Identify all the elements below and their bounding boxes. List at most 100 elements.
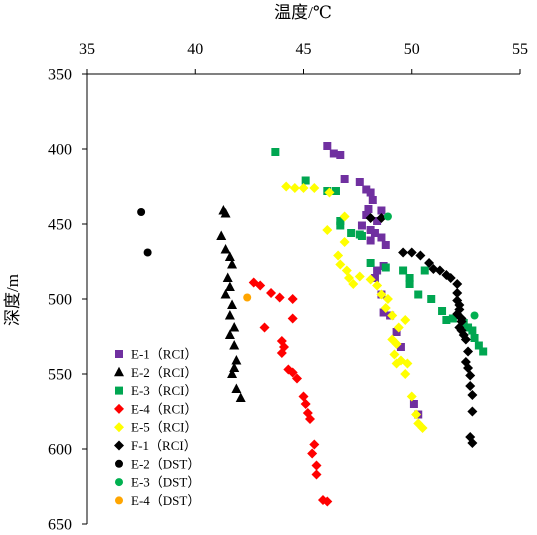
data-point [452, 288, 463, 298]
data-point [224, 281, 235, 291]
data-point [307, 448, 318, 459]
data-point [255, 280, 266, 291]
data-point [467, 390, 478, 400]
data-point [445, 273, 456, 283]
data-point [465, 370, 476, 381]
legend-label: E-3（RCI） [131, 383, 197, 398]
data-point [224, 310, 235, 320]
data-point [309, 439, 320, 450]
series-1 [216, 205, 246, 402]
data-point [467, 438, 478, 448]
x-tick-label: 55 [512, 41, 528, 58]
series-6 [137, 208, 152, 257]
data-point [292, 373, 303, 384]
data-point [229, 340, 240, 350]
legend-label: F-1（RCI） [131, 438, 197, 453]
y-tick-label: 350 [48, 67, 72, 84]
data-point [382, 294, 393, 304]
data-point [399, 266, 408, 275]
data-point [271, 148, 280, 156]
data-point [364, 205, 373, 213]
data-point [231, 355, 242, 365]
data-point [362, 185, 371, 194]
data-point [373, 266, 382, 275]
y-axis-title: 深度/m [3, 274, 22, 326]
data-point [406, 391, 417, 402]
data-point [468, 326, 477, 335]
data-point [379, 308, 388, 317]
data-point [333, 250, 344, 261]
data-point [376, 289, 387, 300]
legend-label: E-4（DST） [131, 493, 200, 508]
data-point [370, 229, 379, 237]
data-markers [137, 142, 488, 507]
data-point [220, 289, 231, 299]
data-point [368, 196, 377, 204]
data-point [460, 334, 471, 345]
data-point [442, 316, 451, 324]
data-point [266, 288, 277, 298]
data-point [366, 236, 375, 245]
data-point [323, 142, 332, 150]
legend-label: E-3（DST） [131, 475, 200, 490]
data-point [336, 221, 345, 230]
legend-marker [114, 403, 124, 414]
data-point [479, 347, 488, 356]
series-8 [243, 293, 252, 302]
y-tick-label: 600 [48, 442, 72, 459]
data-point [380, 303, 391, 313]
data-point [322, 225, 333, 235]
legend-label: E-2（DST） [131, 456, 200, 471]
data-point [287, 313, 298, 324]
legend-label: E-4（RCI） [131, 401, 197, 416]
data-point [331, 187, 340, 195]
series-5 [365, 213, 478, 448]
data-point [362, 211, 371, 219]
data-point [427, 295, 436, 303]
data-point [463, 363, 474, 373]
legend-label: E-2（RCI） [131, 365, 197, 380]
data-point [143, 248, 152, 257]
series-3 [248, 277, 333, 507]
data-point [347, 229, 356, 237]
data-point [311, 460, 322, 471]
legend-marker [114, 440, 124, 451]
legend-label: E-1（RCI） [131, 347, 197, 362]
data-point [420, 266, 429, 275]
data-point [411, 409, 422, 420]
x-axis-title: 温度/℃ [274, 3, 332, 22]
legend-marker [114, 366, 124, 377]
legend-marker [115, 496, 123, 505]
y-ticks: 350 400 450 500 550 600 650 [48, 67, 87, 534]
data-point [381, 241, 390, 249]
data-point [137, 208, 146, 216]
data-point [474, 341, 483, 350]
x-tick-label: 40 [187, 41, 203, 58]
data-point [434, 265, 445, 276]
data-point [414, 290, 423, 299]
data-point [355, 178, 364, 186]
data-point [438, 307, 447, 315]
data-point [400, 369, 411, 379]
data-point [276, 348, 287, 358]
data-point [281, 181, 292, 192]
data-point [227, 368, 238, 378]
data-point [415, 250, 426, 261]
data-point [377, 206, 386, 215]
data-point [343, 273, 354, 283]
data-point [259, 322, 270, 333]
x-ticks: 35 40 45 50 55 [79, 41, 528, 74]
data-point [381, 263, 390, 272]
data-point [340, 175, 349, 183]
data-point [339, 211, 350, 222]
legend: E-1（RCI） E-2（RCI） E-3（RCI） E-4（RCI） E-5（RCI）… [114, 347, 200, 508]
series-2 [271, 148, 488, 356]
data-point [452, 279, 463, 289]
data-point [354, 271, 365, 282]
x-tick-label: 45 [296, 41, 312, 58]
data-point [398, 247, 409, 258]
legend-label: E-5（RCI） [131, 420, 197, 435]
data-point [341, 265, 352, 276]
data-point [383, 212, 392, 221]
